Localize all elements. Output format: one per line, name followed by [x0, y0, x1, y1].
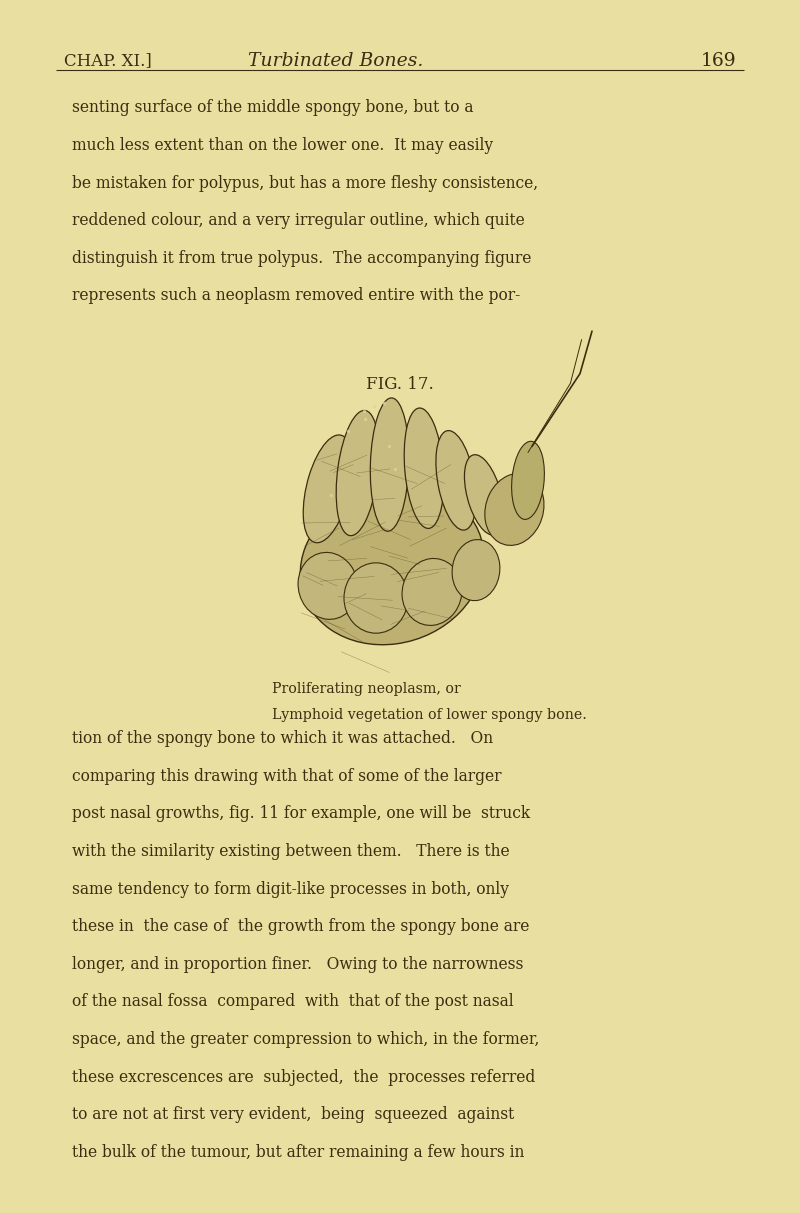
- Text: CHAP. XI.]: CHAP. XI.]: [64, 52, 152, 69]
- Ellipse shape: [298, 552, 358, 620]
- Text: comparing this drawing with that of some of the larger: comparing this drawing with that of some…: [72, 768, 502, 785]
- Text: to are not at first very evident,  being  squeezed  against: to are not at first very evident, being …: [72, 1106, 514, 1123]
- Ellipse shape: [404, 408, 444, 529]
- Text: represents such a neoplasm removed entire with the por-: represents such a neoplasm removed entir…: [72, 287, 520, 304]
- Text: Turbinated Bones.: Turbinated Bones.: [248, 52, 424, 70]
- Ellipse shape: [452, 540, 500, 600]
- Text: much less extent than on the lower one.  It may easily: much less extent than on the lower one. …: [72, 137, 493, 154]
- Text: space, and the greater compression to which, in the former,: space, and the greater compression to wh…: [72, 1031, 539, 1048]
- Ellipse shape: [300, 485, 484, 645]
- Text: the bulk of the tumour, but after remaining a few hours in: the bulk of the tumour, but after remain…: [72, 1144, 524, 1161]
- Ellipse shape: [370, 398, 409, 531]
- Text: of the nasal fossa  compared  with  that of the post nasal: of the nasal fossa compared with that of…: [72, 993, 514, 1010]
- Text: these excrescences are  subjected,  the  processes referred: these excrescences are subjected, the pr…: [72, 1069, 535, 1086]
- Text: 169: 169: [700, 52, 736, 70]
- Text: be mistaken for polypus, but has a more fleshy consistence,: be mistaken for polypus, but has a more …: [72, 175, 538, 192]
- Text: Lymphoid vegetation of lower spongy bone.: Lymphoid vegetation of lower spongy bone…: [272, 708, 587, 723]
- Ellipse shape: [485, 473, 544, 546]
- Text: with the similarity existing between them.   There is the: with the similarity existing between the…: [72, 843, 510, 860]
- Ellipse shape: [402, 558, 462, 626]
- Text: tion of the spongy bone to which it was attached.   On: tion of the spongy bone to which it was …: [72, 730, 493, 747]
- Ellipse shape: [465, 455, 503, 535]
- Ellipse shape: [336, 410, 379, 536]
- Ellipse shape: [436, 431, 476, 530]
- Text: post nasal growths, fig. 11 for example, one will be  struck: post nasal growths, fig. 11 for example,…: [72, 805, 530, 822]
- Text: Proliferating neoplasm, or: Proliferating neoplasm, or: [272, 682, 461, 696]
- Text: senting surface of the middle spongy bone, but to a: senting surface of the middle spongy bon…: [72, 99, 474, 116]
- Text: longer, and in proportion finer.   Owing to the narrowness: longer, and in proportion finer. Owing t…: [72, 956, 523, 973]
- Ellipse shape: [303, 435, 353, 542]
- Ellipse shape: [344, 563, 408, 633]
- Text: same tendency to form digit-like processes in both, only: same tendency to form digit-like process…: [72, 881, 509, 898]
- Ellipse shape: [512, 442, 544, 519]
- Text: reddened colour, and a very irregular outline, which quite: reddened colour, and a very irregular ou…: [72, 212, 525, 229]
- Text: these in  the case of  the growth from the spongy bone are: these in the case of the growth from the…: [72, 918, 530, 935]
- Text: FIG. 17.: FIG. 17.: [366, 376, 434, 393]
- Text: distinguish it from true polypus.  The accompanying figure: distinguish it from true polypus. The ac…: [72, 250, 531, 267]
